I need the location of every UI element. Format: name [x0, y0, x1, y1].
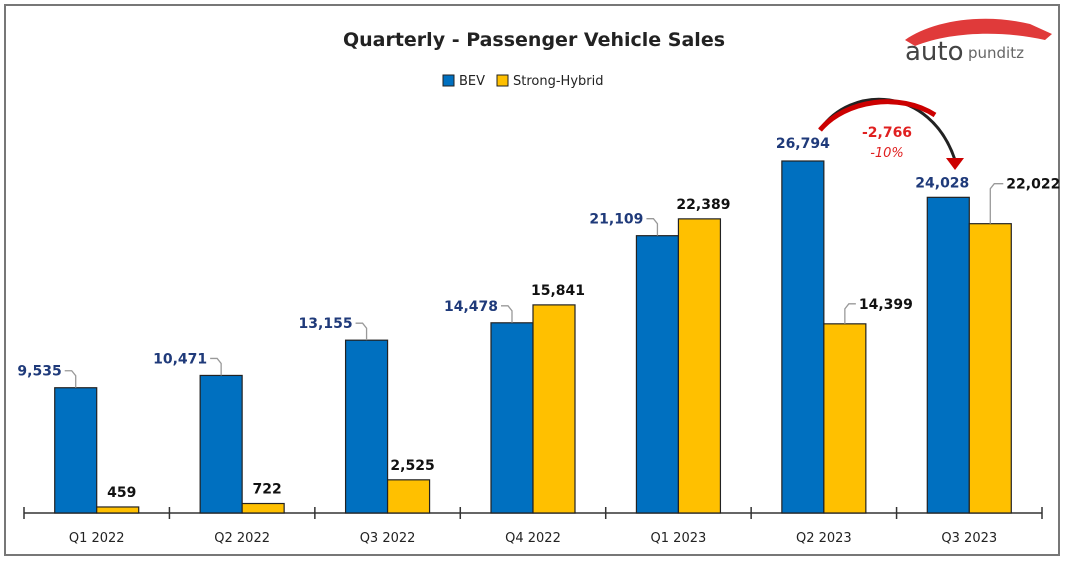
change-value: -2,766: [862, 125, 912, 141]
bar-hybrid: [968, 223, 1012, 514]
data-label-hybrid: 722: [253, 482, 282, 498]
data-label-hybrid: 15,841: [531, 283, 585, 299]
data-label-hybrid: 22,389: [676, 197, 730, 213]
data-label-bev: 13,155: [299, 316, 353, 332]
leader-line: [64, 370, 77, 388]
leader-line: [844, 303, 856, 324]
data-label-bev: 14,478: [444, 299, 498, 315]
data-label-hybrid: 2,525: [390, 458, 434, 474]
leader-line: [210, 357, 222, 376]
bar-bev: [344, 339, 389, 514]
data-label-hybrid: 459: [107, 485, 136, 501]
x-tick-label: Q2 2023: [796, 531, 852, 546]
bar-bev: [635, 235, 680, 514]
logo-text: auto: [905, 37, 964, 67]
bar-hybrid: [96, 506, 140, 514]
x-tick-label: Q2 2022: [214, 531, 270, 546]
chart-frame: [4, 4, 1060, 556]
legend: BEV Strong-Hybrid: [442, 74, 603, 89]
x-tick-label: Q1 2022: [69, 531, 125, 546]
logo: auto punditz: [905, 18, 1052, 67]
bar-hybrid: [241, 502, 285, 514]
bar-bev: [781, 160, 825, 514]
data-label-bev: 24,028: [915, 175, 969, 191]
logo-car-icon: [905, 18, 1052, 46]
data-label-bev: 26,794: [776, 136, 830, 152]
change-annotation: -2,766 -10%: [818, 97, 964, 170]
x-tick-label: Q3 2022: [360, 531, 416, 546]
data-label-bev: 10,471: [153, 351, 207, 367]
logo-subtext: punditz: [968, 44, 1024, 62]
x-tick-label: Q4 2022: [505, 531, 561, 546]
x-tick-label: Q3 2023: [941, 531, 997, 546]
data-label-hybrid: 22,022: [1006, 177, 1060, 193]
x-tick-label: Q1 2023: [651, 531, 707, 546]
leader-line: [989, 183, 1004, 224]
leader-line: [646, 218, 659, 236]
legend-swatch-bev: [442, 74, 455, 87]
data-label-bev: 21,109: [589, 212, 643, 228]
bar-bev: [490, 322, 534, 514]
bar-hybrid: [386, 479, 431, 514]
leader-line: [501, 305, 513, 323]
bar-hybrid: [532, 304, 576, 514]
bar-hybrid: [823, 323, 867, 514]
change-percent: -10%: [870, 146, 904, 161]
chart-title: Quarterly - Passenger Vehicle Sales: [343, 29, 725, 51]
bar-bev: [199, 374, 243, 514]
change-arrow-highlight: [818, 99, 937, 132]
legend-label-bev: BEV: [459, 74, 485, 89]
bar-bev: [54, 387, 98, 514]
data-label-hybrid: 14,399: [859, 297, 913, 313]
leader-line: [355, 322, 368, 341]
data-label-bev: 9,535: [17, 364, 61, 380]
legend-swatch-hybrid: [496, 74, 509, 87]
legend-label-hybrid: Strong-Hybrid: [513, 74, 603, 89]
arrow-head-icon: [946, 158, 964, 170]
bar-bev: [926, 196, 970, 514]
bar-hybrid: [677, 218, 722, 514]
